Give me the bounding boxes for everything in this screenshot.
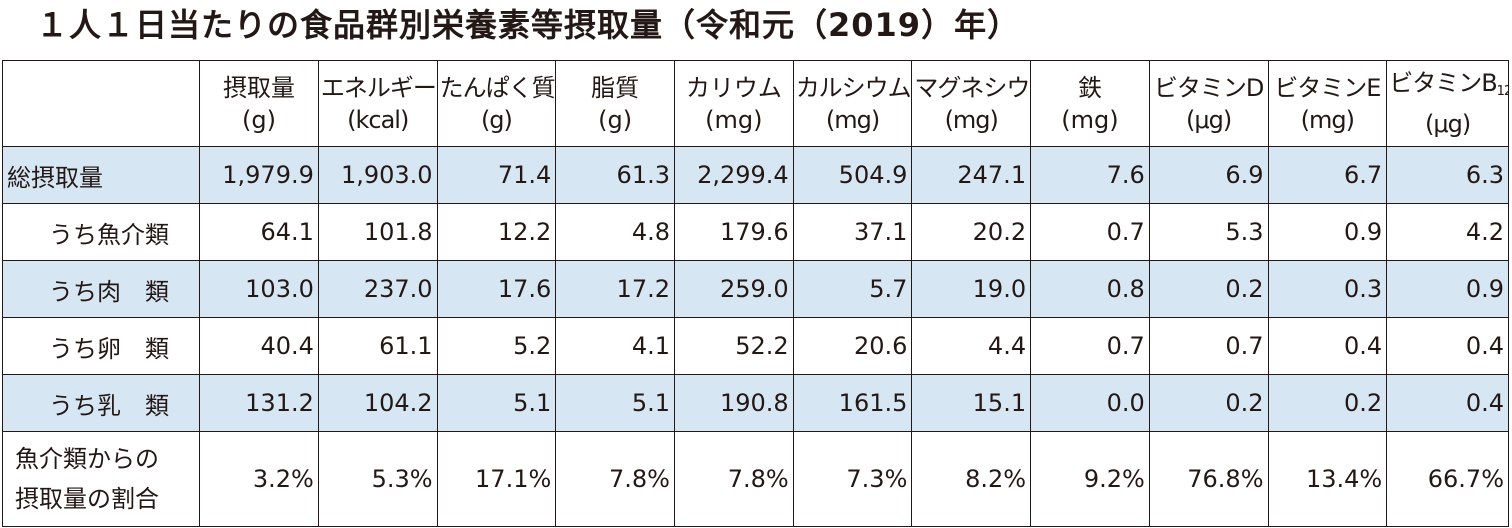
nutrition-table: 摂取量 (g) エネルギー (kcal) たんぱく質 (g) 脂質 (g) カリウム (m… <box>1 60 1509 527</box>
ratio-cell: 7.8% <box>555 431 675 527</box>
column-header: たんぱく質 (g) <box>436 60 557 147</box>
table-cell: 1,903.0 <box>317 146 438 204</box>
table-cell: 6.9 <box>1148 146 1269 204</box>
table-cell: 1,979.9 <box>199 146 319 204</box>
row-label: 総摂取量 <box>1 146 201 204</box>
table-cell: 0.9 <box>1267 203 1388 261</box>
table-cell: 0.2 <box>1267 374 1388 432</box>
table-cell: 52.2 <box>673 317 794 375</box>
table-row: 総摂取量 1,979.9 1,903.0 71.4 61.3 2,299.4 5… <box>1 146 1509 204</box>
header-corner-cell <box>1 60 201 147</box>
table-cell: 179.6 <box>673 203 794 261</box>
table-cell: 0.7 <box>1030 203 1150 261</box>
table-cell: 19.0 <box>911 260 1032 318</box>
table-cell: 504.9 <box>792 146 913 204</box>
column-header: 摂取量 (g) <box>199 60 319 147</box>
table-cell: 0.7 <box>1030 317 1150 375</box>
ratio-row-label: 魚介類からの 摂取量の割合 <box>1 431 201 527</box>
column-header: ビタミンE (mg) <box>1267 60 1388 147</box>
table-cell: 0.7 <box>1148 317 1269 375</box>
table-cell: 37.1 <box>792 203 913 261</box>
header-row: 摂取量 (g) エネルギー (kcal) たんぱく質 (g) 脂質 (g) カリウム (m… <box>1 60 1509 147</box>
ratio-cell: 13.4% <box>1267 431 1388 527</box>
table-cell: 0.2 <box>1148 260 1269 318</box>
table-cell: 6.3 <box>1386 146 1509 204</box>
column-header: マグネシウム(mg) <box>911 60 1032 147</box>
column-header: ビタミンD (μg) <box>1148 60 1269 147</box>
table-cell: 237.0 <box>317 260 438 318</box>
table-cell: 20.6 <box>792 317 913 375</box>
column-header: ビタミンB12(μg) <box>1386 60 1509 147</box>
ratio-cell: 7.8% <box>673 431 794 527</box>
column-header: 鉄 (mg) <box>1030 60 1150 147</box>
table-cell: 0.9 <box>1386 260 1509 318</box>
ratio-cell: 7.3% <box>792 431 913 527</box>
table-cell: 71.4 <box>436 146 557 204</box>
ratio-cell: 5.3% <box>317 431 438 527</box>
table-cell: 0.2 <box>1148 374 1269 432</box>
column-header: カリウム (mg) <box>673 60 794 147</box>
ratio-cell: 66.7% <box>1386 431 1509 527</box>
table-cell: 161.5 <box>792 374 913 432</box>
ratio-cell: 17.1% <box>436 431 557 527</box>
table-cell: 0.3 <box>1267 260 1388 318</box>
column-header: エネルギー (kcal) <box>317 60 438 147</box>
ratio-cell: 9.2% <box>1030 431 1150 527</box>
row-label: うち肉 類 <box>1 260 201 318</box>
table-cell: 131.2 <box>199 374 319 432</box>
table-cell: 0.8 <box>1030 260 1150 318</box>
table-cell: 17.2 <box>555 260 675 318</box>
table-row: うち乳 類 131.2 104.2 5.1 5.1 190.8 161.5 15… <box>1 374 1509 432</box>
table-cell: 5.1 <box>436 374 557 432</box>
row-label: うち魚介類 <box>1 203 201 261</box>
table-cell: 64.1 <box>199 203 319 261</box>
table-cell: 104.2 <box>317 374 438 432</box>
table-cell: 5.3 <box>1148 203 1269 261</box>
table-cell: 190.8 <box>673 374 794 432</box>
table-cell: 103.0 <box>199 260 319 318</box>
table-row: うち魚介類 64.1 101.8 12.2 4.8 179.6 37.1 20.… <box>1 203 1509 261</box>
table-row: うち肉 類 103.0 237.0 17.6 17.2 259.0 5.7 19… <box>1 260 1509 318</box>
table-cell: 4.2 <box>1386 203 1509 261</box>
table-cell: 4.1 <box>555 317 675 375</box>
column-header: 脂質 (g) <box>555 60 675 147</box>
ratio-cell: 8.2% <box>911 431 1032 527</box>
row-label: うち乳 類 <box>1 374 201 432</box>
table-cell: 4.4 <box>911 317 1032 375</box>
table-cell: 5.2 <box>436 317 557 375</box>
table-cell: 5.1 <box>555 374 675 432</box>
table-cell: 15.1 <box>911 374 1032 432</box>
table-cell: 0.4 <box>1267 317 1388 375</box>
ratio-cell: 76.8% <box>1148 431 1269 527</box>
ratio-row: 魚介類からの 摂取量の割合 3.2% 5.3% 17.1% 7.8% 7.8% 7… <box>1 431 1509 527</box>
table-cell: 2,299.4 <box>673 146 794 204</box>
table-cell: 6.7 <box>1267 146 1388 204</box>
table-cell: 4.8 <box>555 203 675 261</box>
table-cell: 40.4 <box>199 317 319 375</box>
table-cell: 0.4 <box>1386 317 1509 375</box>
table-cell: 0.0 <box>1030 374 1150 432</box>
table-cell: 12.2 <box>436 203 557 261</box>
table-row: うち卵 類 40.4 61.1 5.2 4.1 52.2 20.6 4.4 0.… <box>1 317 1509 375</box>
table-cell: 0.4 <box>1386 374 1509 432</box>
ratio-cell: 3.2% <box>199 431 319 527</box>
table-cell: 247.1 <box>911 146 1032 204</box>
table-cell: 7.6 <box>1030 146 1150 204</box>
row-label: うち卵 類 <box>1 317 201 375</box>
table-cell: 61.1 <box>317 317 438 375</box>
column-header: カルシウム (mg) <box>792 60 913 147</box>
table-cell: 5.7 <box>792 260 913 318</box>
table-cell: 20.2 <box>911 203 1032 261</box>
table-cell: 17.6 <box>436 260 557 318</box>
table-cell: 259.0 <box>673 260 794 318</box>
table-cell: 61.3 <box>555 146 675 204</box>
page-title: １人１日当たりの食品群別栄養素等摂取量（令和元（2019）年） <box>36 6 1021 44</box>
table-cell: 101.8 <box>317 203 438 261</box>
